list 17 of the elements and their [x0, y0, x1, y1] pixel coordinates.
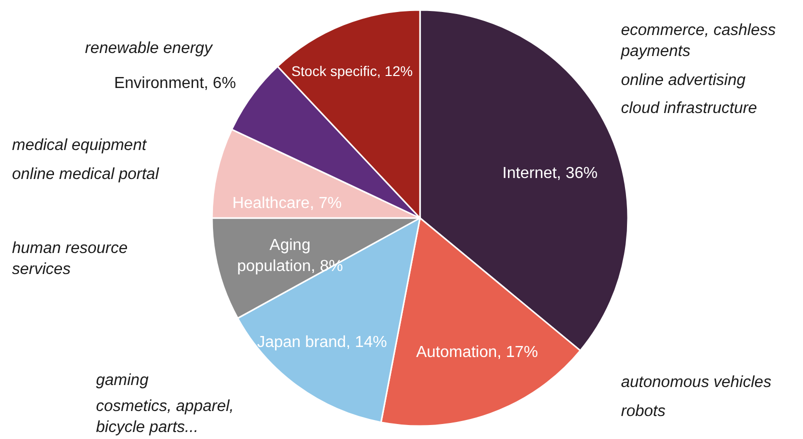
- text: online advertising: [621, 72, 746, 89]
- slice-label: Stock specific, 12%: [291, 63, 413, 79]
- text: gaming: [96, 372, 149, 389]
- text: cosmetics, apparel, bicycle parts...: [96, 398, 234, 436]
- slice-label: Healthcare, 7%: [232, 195, 342, 212]
- slice-label: Internet, 36%: [502, 165, 598, 182]
- text: renewable energy: [85, 40, 214, 57]
- text: robots: [621, 403, 666, 420]
- text: medical equipment: [12, 137, 147, 154]
- text: cloud infrastructure: [621, 100, 758, 117]
- slice-label: Automation, 17%: [416, 344, 538, 361]
- slice-label: Japan brand, 14%: [257, 334, 387, 351]
- text: online medical portal: [12, 166, 160, 183]
- text: autonomous vehicles: [621, 374, 772, 391]
- slice-label: Environment, 6%: [114, 75, 236, 92]
- text: ecommerce, cashless payments: [620, 22, 776, 60]
- text: human resource services: [12, 240, 128, 278]
